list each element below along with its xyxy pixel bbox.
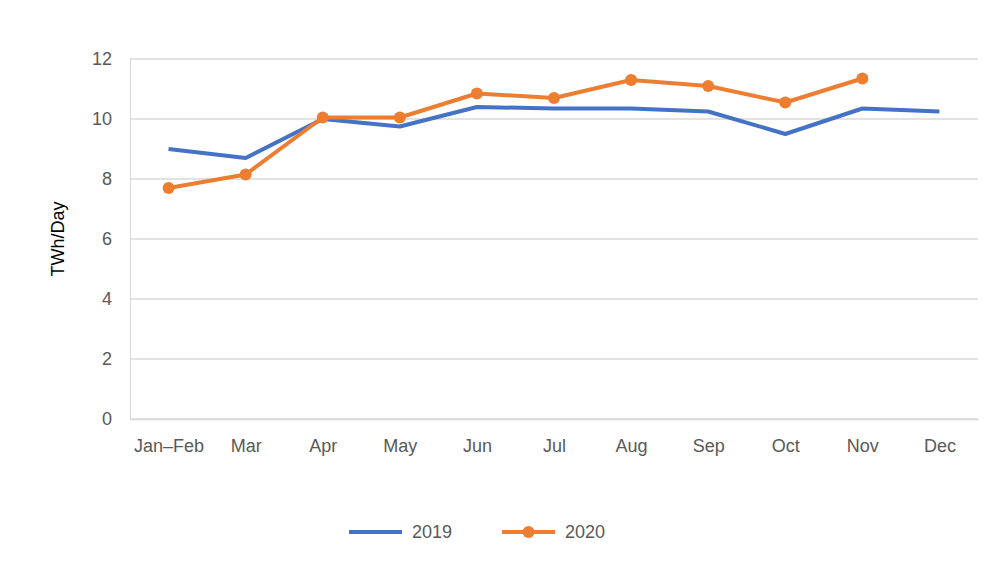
x-tick: Sep [693, 419, 725, 456]
series-line [169, 107, 940, 158]
grid-line [130, 58, 978, 59]
legend: 2019 2020 [349, 522, 605, 542]
grid-line [130, 238, 978, 239]
grid-line [130, 118, 978, 119]
plot-area [163, 73, 940, 195]
series-marker [471, 88, 483, 100]
x-tick-label: Nov [847, 436, 879, 456]
y-tick-label: 0 [102, 409, 112, 429]
y-tick: 0 [102, 409, 130, 429]
x-axis: Jan–Feb Mar Apr May Jun Jul Aug Sep Oct Nov Dec [131, 419, 979, 456]
y-tick: 12 [92, 49, 130, 69]
x-tick-label: Sep [693, 436, 725, 456]
x-tick-label: Jul [543, 436, 566, 456]
x-tick: May [383, 419, 417, 456]
x-tick-label: Apr [309, 436, 337, 456]
y-axis-line [130, 60, 131, 420]
x-tick: Dec [924, 419, 956, 456]
x-tick: Mar [231, 419, 262, 456]
x-tick-label: Aug [616, 436, 648, 456]
x-axis-line [131, 419, 979, 420]
x-tick: Jul [543, 419, 566, 456]
x-tick-label: May [383, 436, 417, 456]
x-tick-label: Jun [463, 436, 492, 456]
series-marker [394, 112, 406, 124]
grid [130, 59, 978, 419]
grid-line [130, 298, 978, 299]
x-tick: Nov [847, 419, 879, 456]
y-tick: 10 [92, 109, 130, 129]
y-tick-label: 10 [92, 109, 112, 129]
series-marker [779, 97, 791, 109]
x-tick: Jun [463, 419, 492, 456]
grid-line [130, 178, 978, 179]
legend-marker [523, 526, 535, 538]
x-tick-label: Mar [231, 436, 262, 456]
y-tick: 4 [102, 289, 130, 309]
x-tick: Jan–Feb [134, 419, 204, 456]
x-tick: Aug [616, 419, 648, 456]
grid-line [130, 358, 978, 359]
x-tick-label: Jan–Feb [134, 436, 204, 456]
legend-item: 2019 [349, 522, 452, 542]
y-tick-label: 12 [92, 49, 112, 69]
x-tick: Oct [772, 419, 800, 456]
legend-label: 2019 [412, 522, 452, 542]
y-axis-title: TWh/Day [48, 201, 68, 276]
series-marker [317, 112, 329, 124]
chart: 0 2 4 6 8 10 12 Jan–Feb Mar Apr May Jun Jul Aug Sep Oct… [0, 0, 1000, 582]
y-tick: 8 [102, 169, 130, 189]
x-tick-label: Dec [924, 436, 956, 456]
series-marker [856, 73, 868, 85]
series-marker [548, 92, 560, 104]
y-tick-label: 8 [102, 169, 112, 189]
series-marker [625, 74, 637, 86]
y-tick: 2 [102, 349, 130, 369]
legend-item: 2020 [502, 522, 605, 542]
series-line [169, 79, 863, 189]
y-tick: 6 [102, 229, 130, 249]
legend-swatch [349, 530, 402, 534]
grid-line [130, 418, 978, 419]
y-tick-label: 4 [102, 289, 112, 309]
series-marker [163, 182, 175, 194]
y-tick-label: 6 [102, 229, 112, 249]
x-tick-label: Oct [772, 436, 800, 456]
series-marker [702, 80, 714, 92]
x-tick: Apr [309, 419, 337, 456]
series-marker [240, 169, 252, 181]
y-axis: 0 2 4 6 8 10 12 [92, 49, 131, 429]
y-tick-label: 2 [102, 349, 112, 369]
legend-label: 2020 [565, 522, 605, 542]
